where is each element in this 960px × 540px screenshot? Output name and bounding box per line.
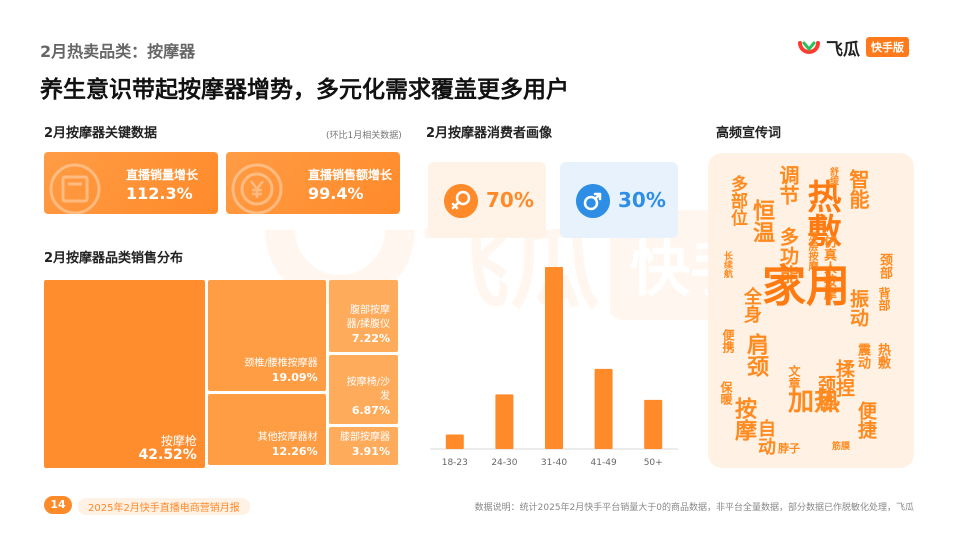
cloud-word: 智能 bbox=[846, 169, 870, 209]
cloud-word: 便捷 bbox=[855, 401, 877, 439]
cloud-word: 深层按摩 bbox=[806, 231, 817, 271]
treemap-cell-value: 12.26% bbox=[271, 444, 318, 458]
treemap-cell: 按摩枪 42.52% bbox=[44, 280, 205, 468]
male-icon bbox=[576, 184, 610, 218]
report-name: 2025年2月快手直播电商营销月报 bbox=[78, 498, 250, 515]
category-treemap: 按摩枪 42.52% 颈椎/腰椎按摩器 19.09% 其他按摩器材 12.26% 腹部按摩器… bbox=[44, 280, 398, 468]
cloud-word: 长续航 bbox=[722, 251, 732, 278]
cloud-word: 颈椎 bbox=[815, 375, 836, 411]
treemap-cell-label: 按摩椅/沙发 bbox=[346, 377, 390, 403]
cloud-word: 多功能 bbox=[777, 227, 799, 284]
kpi-value: 99.4% bbox=[308, 184, 364, 203]
treemap-cell: 按摩椅/沙发 6.87% bbox=[328, 355, 398, 425]
age-tick-label: 24-30 bbox=[491, 458, 517, 468]
logo-badge: 快手版 bbox=[866, 37, 909, 57]
kpi-value: 112.3% bbox=[126, 184, 193, 203]
page-headline: 养生意识带起按摩器增势，多元化需求覆盖更多用户 bbox=[40, 77, 569, 103]
cloud-word: 调节 bbox=[776, 165, 800, 205]
treemap-cell: 膝部按摩器 3.91% bbox=[328, 427, 398, 465]
cloud-word: 全身 bbox=[741, 287, 762, 323]
cloud-word: 肩颈 bbox=[743, 333, 768, 377]
cloud-word: 仿真人按摩 bbox=[821, 235, 836, 300]
cloud-word: 振动 bbox=[847, 289, 869, 327]
cloud-word: 揉捏 bbox=[833, 359, 855, 397]
female-share-card: 70% bbox=[428, 162, 546, 238]
age-tick-label: 18-23 bbox=[442, 458, 468, 468]
age-bar bbox=[445, 434, 464, 449]
cloud-word: 恒温 bbox=[749, 199, 774, 243]
treemap-cell-label: 其他按摩器材 bbox=[257, 431, 318, 443]
cloud-word: 加热 bbox=[788, 387, 841, 417]
age-bar bbox=[545, 267, 563, 449]
age-tick-label: 41-49 bbox=[591, 458, 617, 468]
treemap-cell-label: 颈椎/腰椎按摩器 bbox=[244, 358, 318, 370]
cloud-word: 便携 bbox=[721, 329, 735, 353]
cloud-word: 脖子 bbox=[778, 442, 800, 455]
treemap-cell-label: 腹部按摩器/揉腹仪 bbox=[346, 305, 390, 331]
treemap-cell-value: 7.22% bbox=[351, 332, 390, 346]
kpi-label: 直播销量增长 bbox=[126, 168, 199, 182]
kpi-card-sales-amount: 直播销售额增长 99.4% bbox=[226, 152, 400, 214]
age-bar bbox=[594, 368, 613, 449]
treemap-cell-value: 3.91% bbox=[351, 444, 390, 458]
treemap-cell-value: 42.52% bbox=[138, 447, 197, 463]
treemap-cell-label: 按摩枪 bbox=[160, 434, 197, 448]
data-note: 数据说明：统计2025年2月快手平台销量大于0的商品数据，非平台全量数据，部分数… bbox=[474, 503, 914, 513]
cloud-word: 背部 bbox=[877, 287, 891, 311]
cloud-word: 多部位 bbox=[727, 175, 747, 226]
feigua-logo: 飞瓜 快手版 bbox=[796, 34, 909, 60]
cloud-word: 家用 bbox=[762, 261, 850, 312]
cloud-word: 舒缓 bbox=[828, 167, 838, 185]
cloud-word: 震动 bbox=[855, 343, 870, 369]
treemap-cell-value: 19.09% bbox=[271, 371, 318, 385]
page-number: 14 bbox=[44, 496, 72, 514]
cloud-word: 按摩 bbox=[731, 397, 756, 441]
treemap-cell: 颈椎/腰椎按摩器 19.09% bbox=[207, 280, 326, 392]
feigua-logo-icon bbox=[798, 41, 820, 54]
section-title: 2月热卖品类：按摩器 bbox=[40, 42, 196, 61]
age-distribution-chart: 18-23 24-30 31-40 41-49 50+ bbox=[430, 267, 678, 468]
treemap-cell-label: 膝部按摩器 bbox=[339, 431, 390, 443]
cloud-word: 文章 bbox=[787, 365, 801, 389]
category-distribution-title: 2月按摩器品类销售分布 bbox=[44, 251, 184, 266]
consumer-profile-title: 2月按摩器消费者画像 bbox=[426, 126, 553, 141]
logo-name: 飞瓜 bbox=[826, 39, 860, 60]
key-data-title: 2月按摩器关键数据 bbox=[44, 126, 158, 141]
cloud-word: 保暖 bbox=[719, 381, 733, 405]
wordcloud-title: 高频宣传词 bbox=[716, 126, 782, 141]
male-pct: 30% bbox=[618, 188, 666, 212]
cloud-word: 颈部 bbox=[877, 253, 892, 279]
cloud-word: 自动 bbox=[755, 419, 776, 455]
wordcloud: 智能 热敷 多部位 恒温 调节 多功能 深层按摩 仿真人按摩 颈部 背部 家用 … bbox=[708, 153, 914, 468]
cloud-word: 热敷 bbox=[801, 179, 841, 247]
treemap-cell-value: 6.87% bbox=[351, 404, 390, 418]
box-icon bbox=[49, 163, 101, 214]
kpi-label: 直播销售额增长 bbox=[308, 168, 393, 182]
age-tick-label: 50+ bbox=[644, 458, 663, 468]
key-data-note: (环比1月相关数据) bbox=[326, 131, 402, 141]
age-bar bbox=[495, 394, 514, 449]
age-tick-label: 31-40 bbox=[541, 458, 567, 468]
male-share-card: 30% bbox=[560, 162, 678, 238]
female-icon bbox=[444, 184, 478, 218]
treemap-cell: 其他按摩器材 12.26% bbox=[207, 394, 326, 465]
female-pct: 70% bbox=[486, 188, 534, 212]
cloud-word: 筋膜 bbox=[832, 442, 851, 452]
cloud-word: 热敷 bbox=[875, 343, 890, 369]
treemap-cell: 腹部按摩器/揉腹仪 7.22% bbox=[328, 280, 398, 353]
yen-coin-icon bbox=[231, 163, 283, 214]
kpi-card-sales-volume: 直播销量增长 112.3% bbox=[44, 152, 218, 214]
age-bar bbox=[644, 399, 663, 449]
